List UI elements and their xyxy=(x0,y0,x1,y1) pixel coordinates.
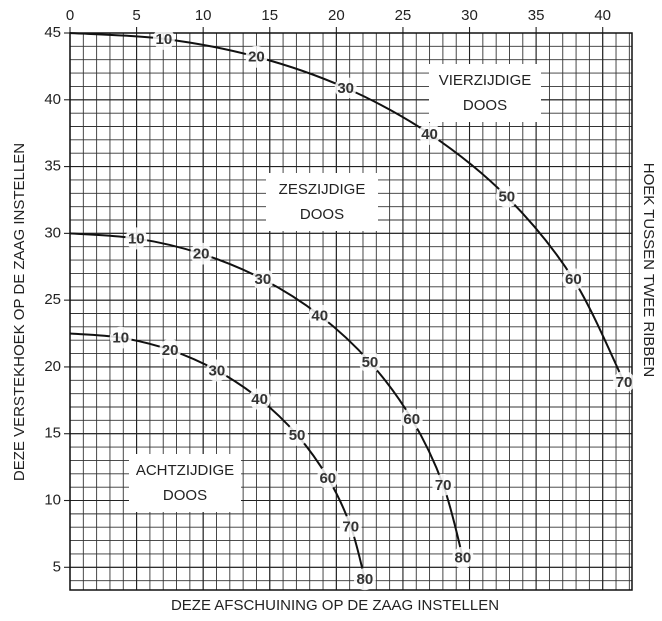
plot-frame xyxy=(69,32,633,591)
x-tick-label: 0 xyxy=(66,7,74,24)
point-label-bg xyxy=(159,338,182,361)
y-tick-label: 10 xyxy=(44,491,61,508)
point-label-bg xyxy=(334,76,357,99)
y-tick-label: 15 xyxy=(44,425,61,442)
right-axis-title: HOEK TUSSEN TWEE RIBBEN xyxy=(640,163,657,378)
point-label-bg xyxy=(339,515,362,538)
point-label-bg xyxy=(613,370,636,393)
point-label: 70 xyxy=(616,374,633,391)
point-label: 40 xyxy=(311,307,328,324)
point-label-bg xyxy=(308,304,331,327)
annotation-text: DOOS xyxy=(163,487,207,504)
point-label: 50 xyxy=(498,189,515,206)
point-label-bg xyxy=(418,122,441,145)
point-label: 80 xyxy=(357,571,374,588)
point-label-bg xyxy=(495,185,518,208)
point-label: 30 xyxy=(209,363,226,380)
point-label-bg xyxy=(400,408,423,431)
point-label-bg xyxy=(451,546,474,569)
point-label: 60 xyxy=(565,271,582,288)
x-tick-label: 35 xyxy=(528,7,545,24)
point-label-bg xyxy=(109,326,132,349)
point-label-bg xyxy=(316,466,339,489)
point-label: 60 xyxy=(403,411,420,428)
point-label-bg xyxy=(251,268,274,291)
x-tick-label: 40 xyxy=(594,7,611,24)
point-label-bg xyxy=(248,387,271,410)
point-label: 30 xyxy=(254,271,271,288)
point-label: 10 xyxy=(156,31,173,48)
point-label-bg xyxy=(245,45,268,68)
annotation-text: DOOS xyxy=(300,206,344,223)
x-tick-label: 20 xyxy=(328,7,345,24)
point-label: 60 xyxy=(319,470,336,487)
x-tick-label: 30 xyxy=(461,7,478,24)
y-tick-label: 45 xyxy=(44,24,61,41)
y-tick-label: 20 xyxy=(44,358,61,375)
point-label: 40 xyxy=(251,391,268,408)
point-label-bg xyxy=(358,351,381,374)
point-label: 20 xyxy=(162,342,179,359)
point-label-bg xyxy=(353,568,376,591)
x-tick-label: 25 xyxy=(395,7,412,24)
point-label: 20 xyxy=(193,246,210,263)
annotation-box xyxy=(429,64,541,122)
point-label-bg xyxy=(432,473,455,496)
point-label: 10 xyxy=(128,230,145,247)
point-label-bg xyxy=(205,359,228,382)
annotation-text: ZESZIJDIGE xyxy=(279,181,366,198)
point-label: 70 xyxy=(435,477,452,494)
annotation-text: VIERZIJDIGE xyxy=(439,72,532,89)
annotation-text: ACHTZIJDIGE xyxy=(136,462,234,479)
y-tick-label: 40 xyxy=(44,91,61,108)
point-label: 10 xyxy=(112,330,129,347)
point-label-bg xyxy=(286,423,309,446)
point-label: 50 xyxy=(362,354,379,371)
point-label: 70 xyxy=(342,518,359,535)
point-label: 80 xyxy=(455,550,472,567)
point-label: 50 xyxy=(289,427,306,444)
y-tick-label: 35 xyxy=(44,158,61,175)
point-label-bg xyxy=(152,27,175,50)
point-label-bg xyxy=(190,242,213,265)
x-tick-label: 10 xyxy=(195,7,212,24)
x-axis-title: DEZE AFSCHUINING OP DE ZAAG INSTELLEN xyxy=(171,597,499,614)
y-tick-label: 30 xyxy=(44,224,61,241)
y-axis-title: DEZE VERSTEKHOEK OP DE ZAAG INSTELLEN xyxy=(11,143,28,481)
point-label: 20 xyxy=(248,49,265,66)
point-label-bg xyxy=(562,268,585,291)
y-tick-label: 25 xyxy=(44,291,61,308)
annotation-box xyxy=(266,173,378,231)
x-tick-label: 15 xyxy=(261,7,278,24)
x-tick-label: 5 xyxy=(132,7,140,24)
annotation-text: DOOS xyxy=(463,97,507,114)
point-label-bg xyxy=(125,227,148,250)
point-label: 30 xyxy=(337,80,354,97)
annotation-box xyxy=(129,454,241,512)
point-label: 40 xyxy=(421,126,438,143)
y-tick-label: 5 xyxy=(53,558,61,575)
